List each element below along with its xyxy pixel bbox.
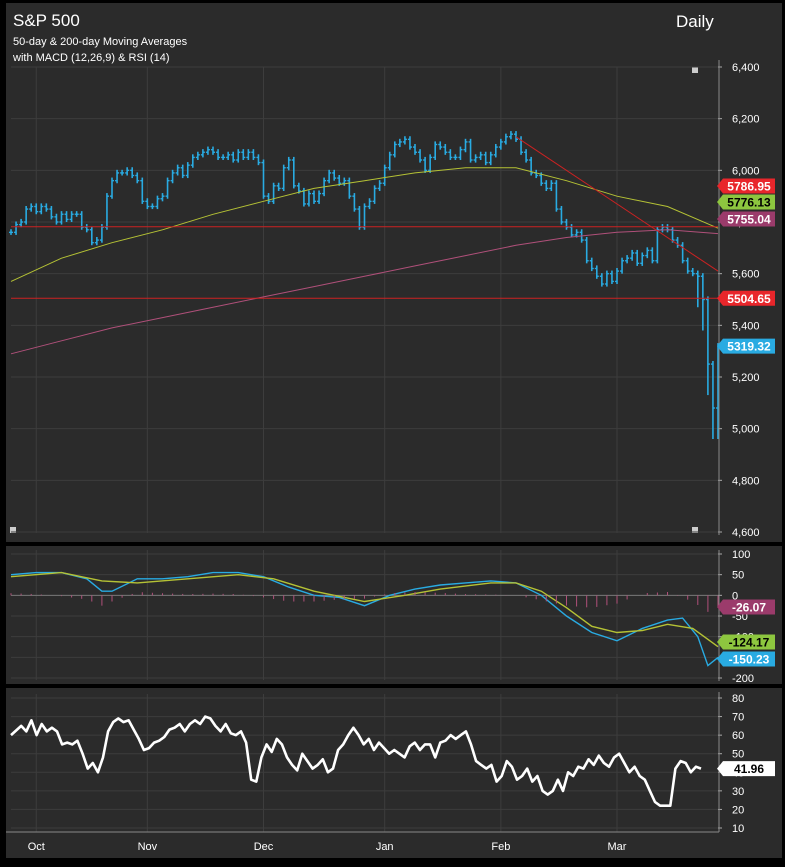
macd-value-label: -150.23 — [729, 653, 770, 667]
x-tick-label: Feb — [491, 841, 510, 853]
ma200-line — [10, 229, 719, 355]
chart-title: S&P 500 — [13, 11, 80, 30]
signal-line — [10, 571, 719, 648]
price-value-label: 5504.65 — [727, 292, 771, 306]
price-value-label: 5319.32 — [727, 340, 771, 354]
rsi-value-label-bg — [717, 761, 775, 777]
macd-panel — [6, 546, 782, 684]
macd-value-label: -26.07 — [732, 601, 766, 615]
price-panel — [6, 3, 782, 542]
price-value-label: 5786.95 — [727, 180, 771, 194]
price-value-label-bg — [717, 178, 775, 194]
x-tick-label: Jan — [376, 841, 394, 853]
y-tick-label: 5,000 — [732, 424, 760, 436]
resize-handle-bottom-right[interactable] — [692, 527, 698, 533]
y-tick-label: 60 — [732, 730, 744, 742]
value-labels-layer: 5786.95 5776.13 5755.04 5504.65 5319.32 -26.0… — [717, 178, 775, 777]
chart-subtitle-line2: with MACD (12,26,9) & RSI (14) — [12, 52, 170, 64]
x-tick-label: Mar — [608, 841, 627, 853]
x-tick-label: Oct — [28, 841, 45, 853]
y-tick-label: 50 — [732, 570, 744, 582]
rsi-value-label: 41.96 — [734, 762, 764, 776]
y-tick-label: 10 — [732, 823, 744, 835]
price-value-label: 5755.04 — [727, 213, 771, 227]
price-value-label: 5776.13 — [727, 196, 771, 210]
y-tick-label: 0 — [732, 590, 738, 602]
macd-value-label-bg — [717, 634, 775, 650]
rsi-line — [10, 715, 702, 807]
y-tick-label: -200 — [732, 673, 754, 685]
y-tick-label: 5,400 — [732, 320, 760, 332]
y-tick-label: 4,600 — [732, 527, 760, 539]
y-tick-label: 50 — [732, 749, 744, 761]
resize-handle-top-right[interactable] — [692, 67, 698, 73]
y-tick-label: 4,800 — [732, 475, 760, 487]
x-tick-label: Dec — [254, 841, 274, 853]
price-value-label-bg — [717, 211, 775, 227]
rsi-series-layer — [10, 715, 702, 807]
y-tick-label: 5,200 — [732, 372, 760, 384]
period-label[interactable]: Daily — [676, 12, 714, 31]
price-value-label-bg — [717, 194, 775, 210]
y-tick-label: 70 — [732, 712, 744, 724]
y-tick-label: 6,200 — [732, 114, 760, 126]
y-tick-label: 30 — [732, 786, 744, 798]
macd-value-label: -124.17 — [729, 636, 770, 650]
y-tick-label: 5,600 — [732, 269, 760, 281]
x-tick-label: Nov — [138, 841, 158, 853]
macd-series-layer — [10, 571, 719, 667]
price-series-layer — [9, 131, 720, 439]
y-tick-label: 100 — [732, 549, 750, 561]
macd-value-label-bg — [717, 599, 775, 615]
chart-subtitle-line1: 50-day & 200-day Moving Averages — [13, 36, 188, 48]
price-value-label-bg — [717, 338, 775, 354]
price-value-label-bg — [717, 290, 775, 306]
y-tick-label: 20 — [732, 804, 744, 816]
resize-handle-bottom-left[interactable] — [10, 527, 16, 533]
y-tick-label: 80 — [732, 693, 744, 705]
macd-value-label-bg — [717, 651, 775, 667]
y-tick-label: 6,000 — [732, 165, 760, 177]
ma50-line — [10, 167, 719, 282]
trendline — [515, 136, 719, 272]
y-tick-label: 6,400 — [732, 62, 760, 74]
grid-layer — [11, 66, 718, 832]
